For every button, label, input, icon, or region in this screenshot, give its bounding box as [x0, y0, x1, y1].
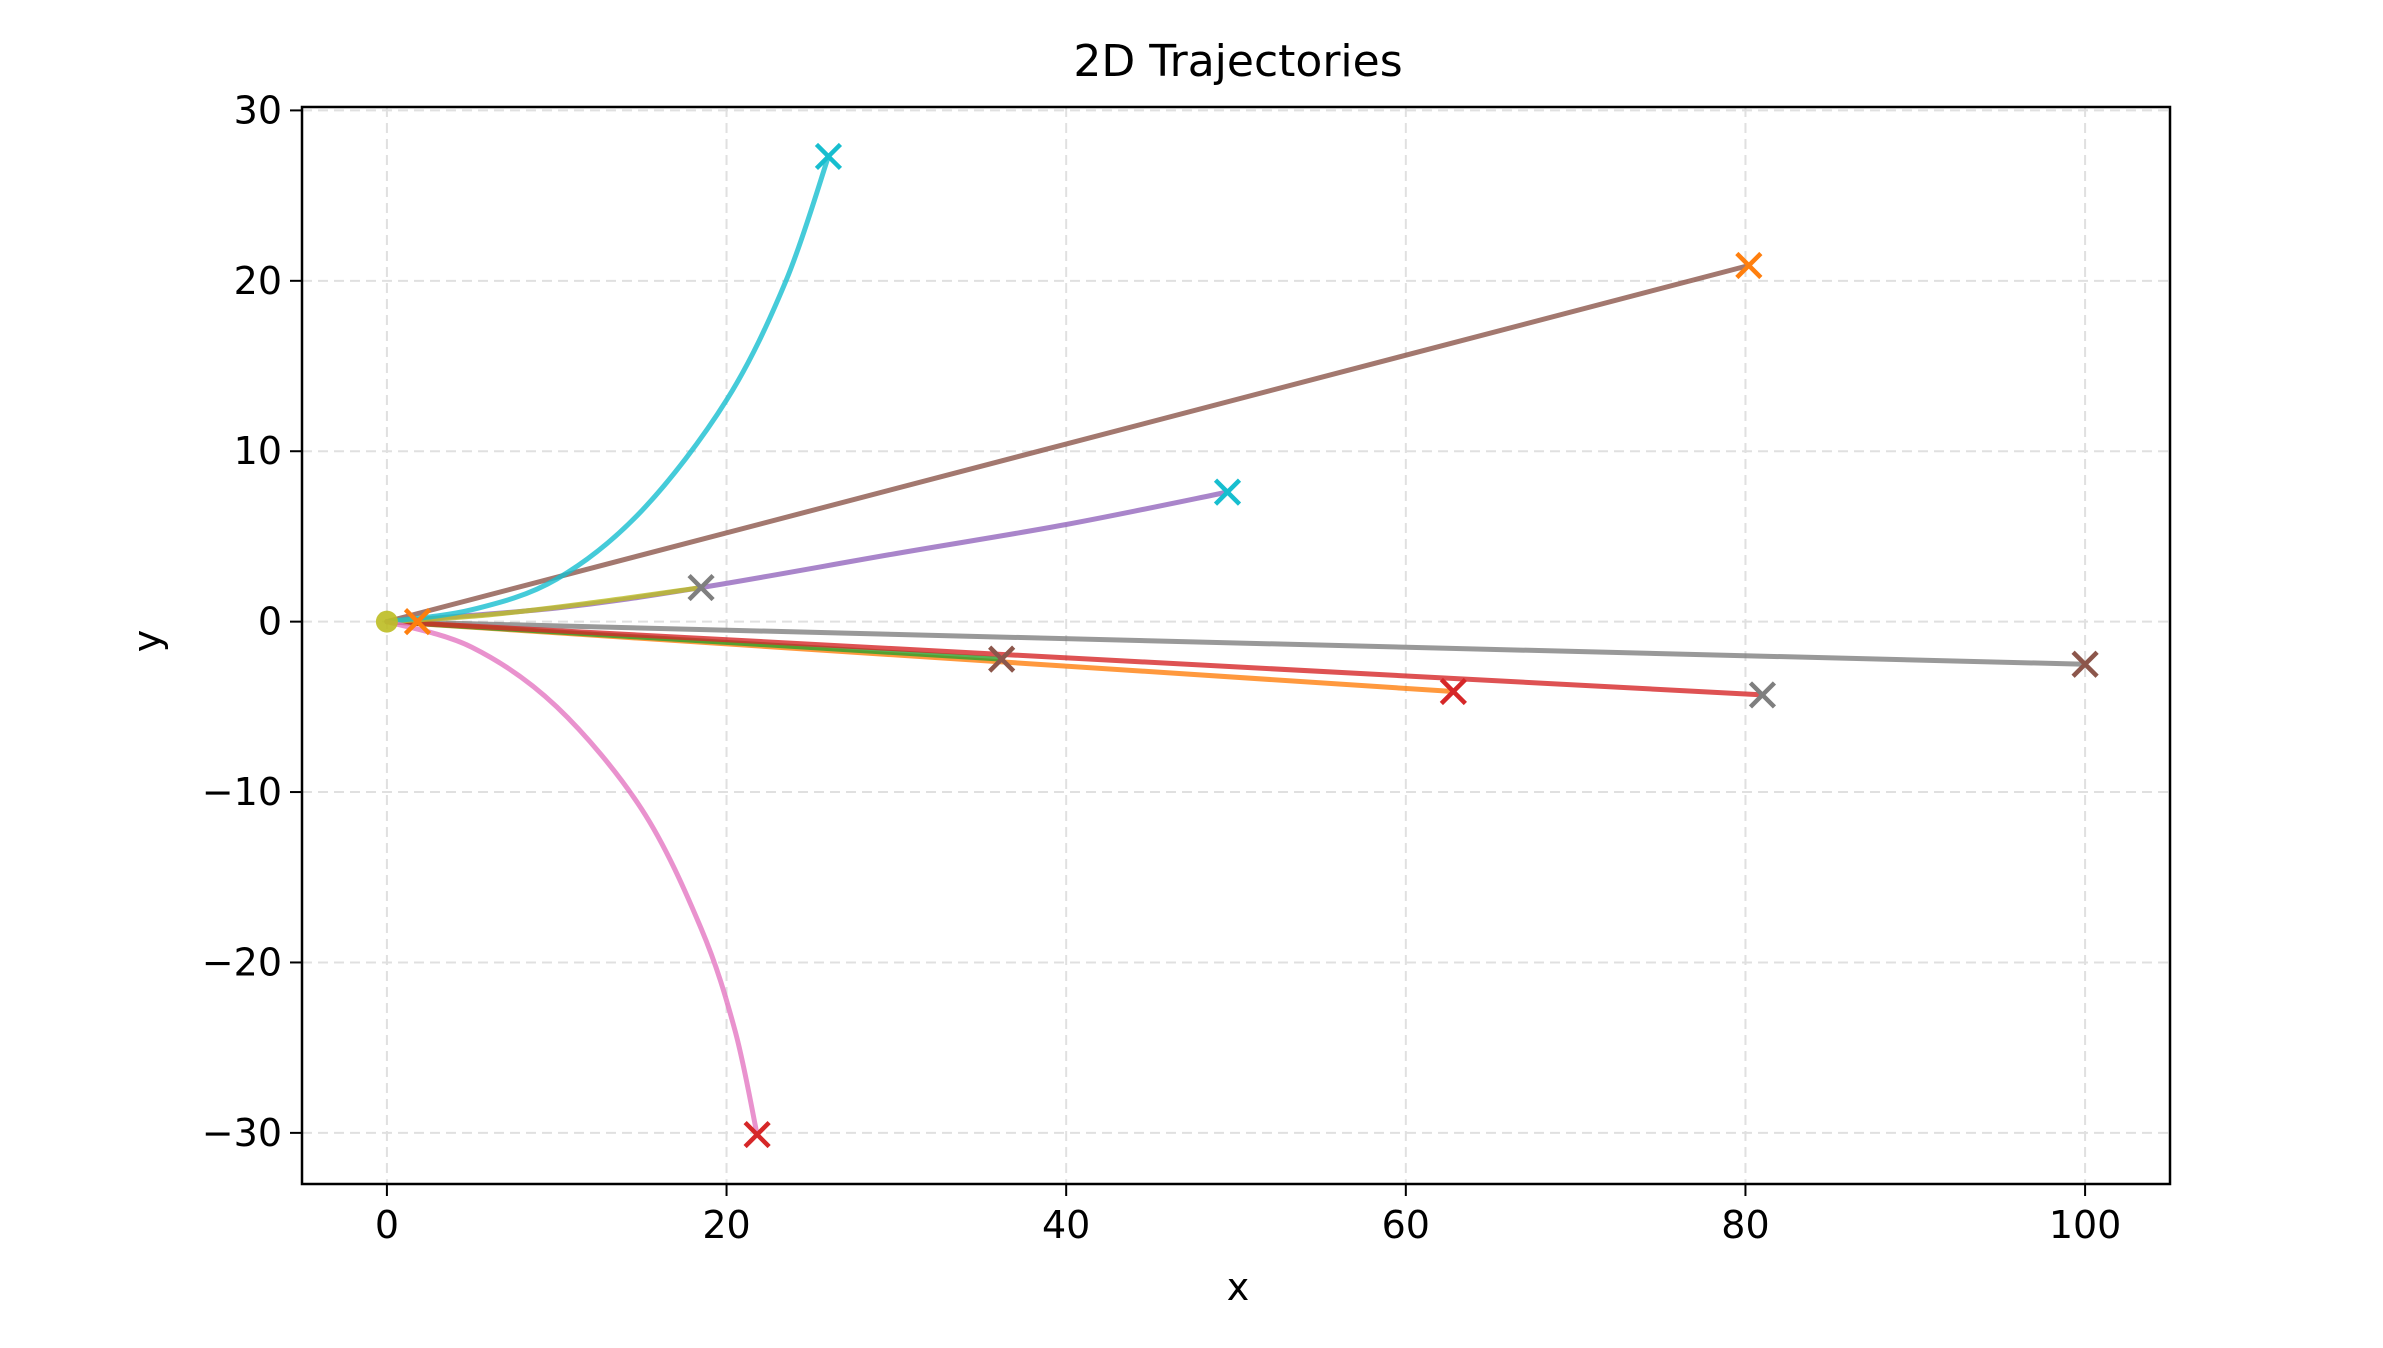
trajectory-end-marker — [1213, 478, 1242, 506]
end-marker-stroke — [814, 142, 843, 171]
chart-title: 2D Trajectories — [1073, 36, 1402, 87]
y-tick-label: 10 — [234, 429, 282, 473]
trajectory-end-marker — [403, 608, 432, 636]
trajectory-line — [384, 262, 1752, 625]
end-marker-stroke — [1213, 478, 1242, 506]
end-marker-stroke — [403, 608, 432, 636]
y-tick-label: −20 — [202, 940, 282, 984]
trajectory-line — [384, 619, 2088, 667]
y-axis-label: y — [125, 630, 169, 653]
trajectory-line — [384, 153, 831, 625]
end-marker-stroke — [988, 645, 1016, 673]
trajectory-end-marker — [1439, 677, 1467, 706]
x-tick-label: 20 — [702, 1203, 750, 1247]
end-marker-stroke — [687, 573, 715, 602]
x-tick-label: 100 — [2049, 1203, 2122, 1247]
trajectory-end-marker — [814, 142, 843, 171]
y-tick-label: 0 — [258, 600, 282, 644]
end-marker-stroke — [2071, 650, 2099, 678]
x-tick-label: 0 — [375, 1203, 399, 1247]
trajectory-end-marker — [743, 1120, 771, 1149]
trajectory-end-marker — [687, 573, 715, 602]
trajectory-end-marker — [1748, 681, 1777, 709]
trajectory-line — [384, 619, 760, 1138]
plot-area-frame — [300, 105, 2172, 1186]
end-marker-stroke — [1439, 677, 1467, 706]
x-tick-label: 60 — [1382, 1203, 1430, 1247]
y-tick-label: 30 — [234, 88, 282, 132]
y-tick-label: 20 — [234, 259, 282, 303]
start-point-marker — [375, 610, 398, 633]
end-marker-stroke — [1735, 251, 1763, 280]
x-axis-label: x — [1227, 1265, 1250, 1309]
trajectory-end-marker — [1735, 251, 1763, 280]
trajectory-line — [384, 619, 1765, 698]
x-tick-label: 80 — [1721, 1203, 1769, 1247]
trajectory-end-marker — [2071, 650, 2099, 678]
end-markers — [375, 142, 2099, 1149]
x-tick-label: 40 — [1042, 1203, 1090, 1247]
trajectory-end-marker — [988, 645, 1016, 673]
y-tick-label: −30 — [202, 1111, 282, 1155]
end-marker-stroke — [1748, 681, 1777, 709]
end-marker-stroke — [743, 1120, 771, 1149]
y-tick-label: −10 — [202, 770, 282, 814]
series-lines — [384, 153, 2088, 1138]
